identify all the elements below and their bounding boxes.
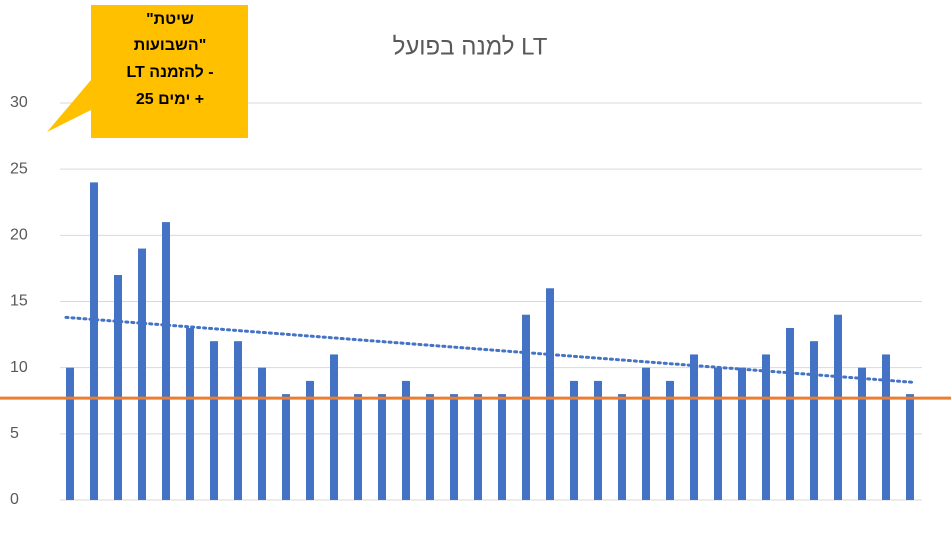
y-tick-label: 10 [10,359,28,376]
bar [66,367,74,500]
trendline [64,315,914,384]
bar [498,394,506,500]
bar [762,354,770,500]
bar [546,288,554,500]
callout-text: + ימים 25 [136,91,204,108]
bar [570,380,578,500]
bar [306,380,314,500]
callout-text: שיטת" [146,11,194,28]
bar [378,394,386,500]
bar [714,367,722,500]
bar [186,327,194,500]
bar [786,327,794,500]
chart-title: LT למנה בפועל [393,33,548,60]
bar [642,367,650,500]
y-tick-label: 30 [10,94,28,111]
y-tick-label: 20 [10,227,28,244]
bar [330,354,338,500]
bar [258,367,266,500]
bar [474,394,482,500]
bar [210,341,218,500]
bar [138,248,146,500]
bar [738,367,746,500]
callout-text: "השבועות [134,37,207,54]
bar [114,275,122,500]
bar [426,394,434,500]
bar [162,222,170,500]
bar [402,380,410,500]
bar [450,394,458,500]
bar [354,394,362,500]
bar [666,380,674,500]
y-tick-label: 15 [10,293,28,310]
bar [234,341,242,500]
bar [834,314,842,500]
bar [906,394,914,500]
callout-text: - להזמנה LT [126,63,213,81]
bar [282,394,290,500]
bar [810,341,818,500]
bar [522,314,530,500]
bar [594,380,602,500]
y-tick-label: 5 [10,425,19,442]
bar [882,354,890,500]
bar [90,182,98,500]
bar [858,367,866,500]
bar [690,354,698,500]
callout-box [47,5,248,138]
bar [618,394,626,500]
y-tick-label: 25 [10,160,28,177]
y-tick-label: 0 [10,491,19,508]
